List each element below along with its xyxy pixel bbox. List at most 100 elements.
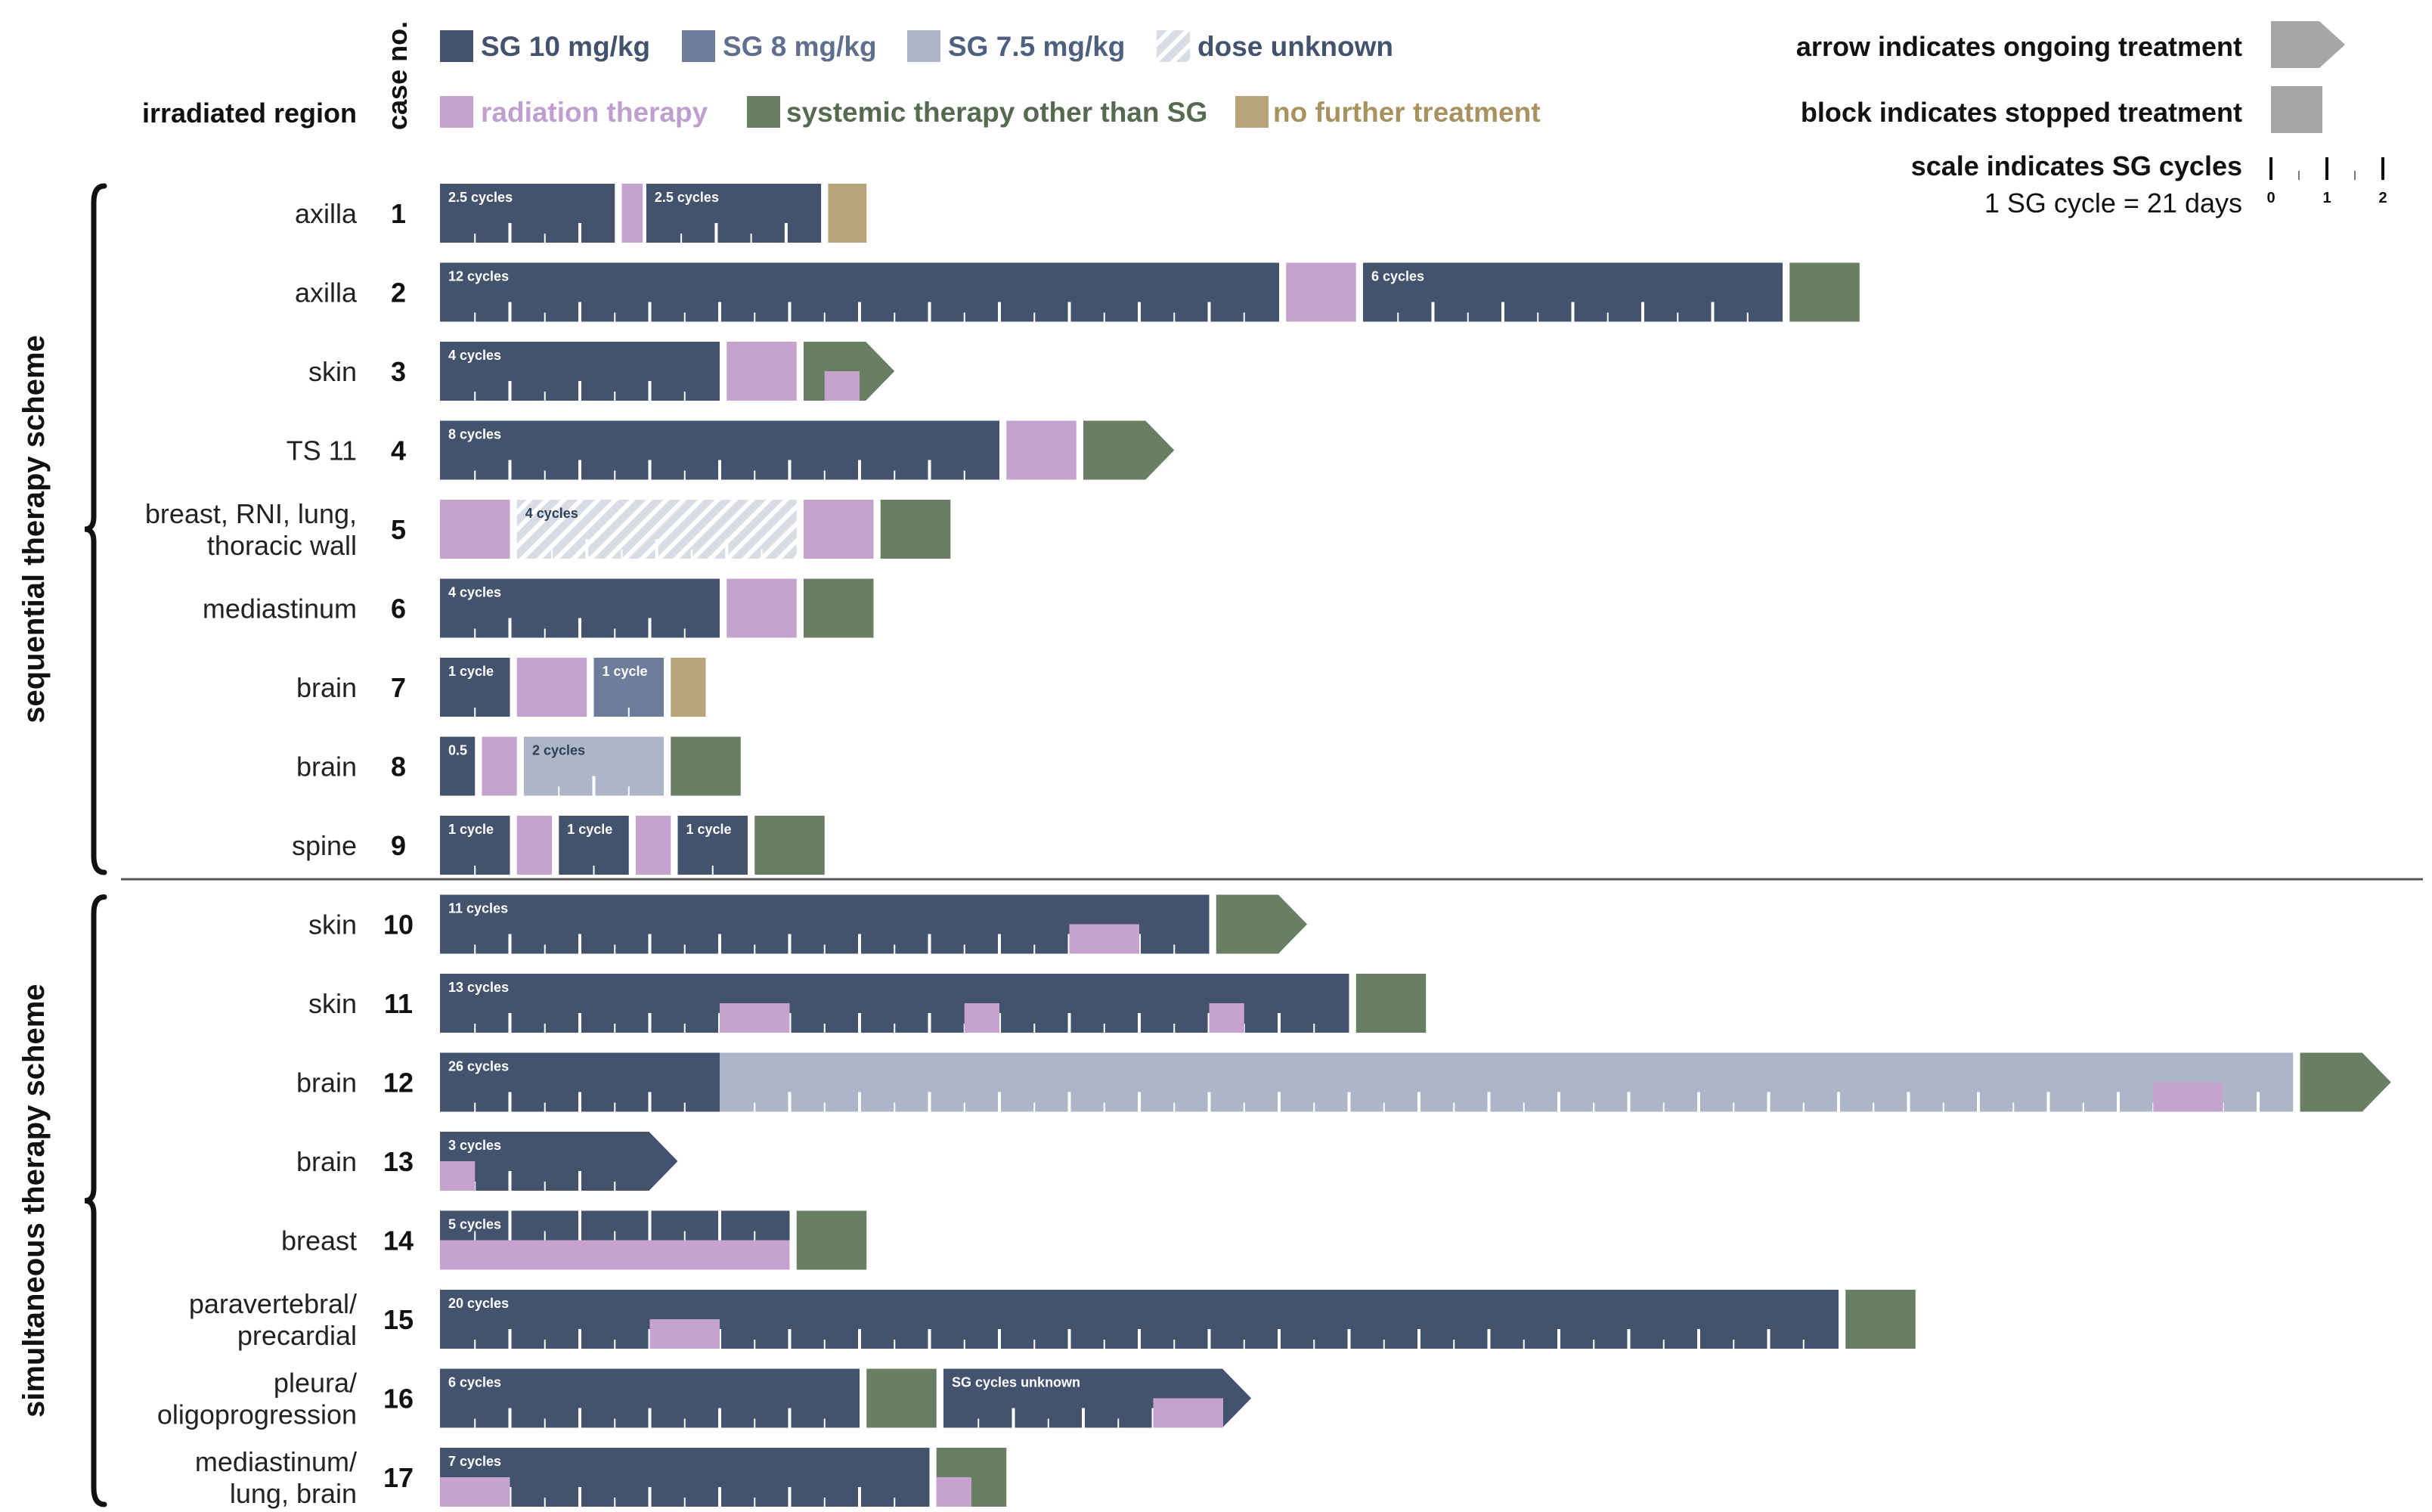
case-row-8: 8 brain 0.5 2 cycles bbox=[296, 736, 741, 796]
cycle-count-label: 26 cycles bbox=[448, 1059, 509, 1074]
cycle-count-label: 2.5 cycles bbox=[655, 190, 719, 205]
region-label: brain bbox=[296, 1146, 357, 1177]
cycle-key-text: 1 SG cycle = 21 days bbox=[1984, 187, 2242, 218]
region-label: brain bbox=[296, 672, 357, 703]
case-row-4: 4 TS 11 8 cycles bbox=[287, 420, 1175, 480]
legend-sys-swatch bbox=[747, 96, 780, 128]
segment-sys bbox=[1845, 1290, 1916, 1349]
block-key-icon bbox=[2271, 86, 2322, 133]
cycle-count-label: 6 cycles bbox=[1371, 269, 1424, 284]
region-label: mediastinum/ bbox=[195, 1446, 357, 1477]
segment-sys bbox=[1355, 974, 1427, 1033]
case-number: 6 bbox=[391, 593, 406, 624]
legend-sg75-label: SG 7.5 mg/kg bbox=[948, 31, 1125, 62]
segment-rt bbox=[440, 1240, 790, 1270]
scheme-label: sequential therapy scheme bbox=[17, 335, 51, 723]
segment-rt bbox=[824, 371, 860, 401]
case-row-5: 5 breast, RNI, lung,thoracic wall 4 cycles bbox=[145, 498, 951, 561]
legend-sg10-swatch bbox=[440, 30, 473, 62]
cycle-count-label: 6 cycles bbox=[448, 1375, 501, 1390]
segment-rt bbox=[2153, 1082, 2223, 1112]
case-row-15: 15 paravertebral/precardial 20 cycles bbox=[189, 1288, 1916, 1351]
case-row-12: 12 brain 26 cycles bbox=[296, 1052, 2391, 1112]
case-header: case no. bbox=[382, 21, 413, 130]
segment-rt bbox=[621, 184, 643, 243]
case-number: 3 bbox=[391, 356, 406, 387]
legend-sg8-label: SG 8 mg/kg bbox=[723, 31, 877, 62]
segment-sys bbox=[796, 1210, 867, 1270]
case-number: 9 bbox=[391, 830, 406, 861]
segment-rt bbox=[1006, 420, 1077, 480]
segment-rt bbox=[649, 1319, 720, 1349]
region-label: mediastinum bbox=[203, 593, 357, 624]
legend-rt-swatch bbox=[440, 96, 473, 128]
cycle-count-label: 12 cycles bbox=[448, 269, 509, 284]
cycle-count-label: 3 cycles bbox=[448, 1138, 501, 1153]
block-key-text: block indicates stopped treatment bbox=[1801, 97, 2242, 128]
cycle-count-label: 7 cycles bbox=[448, 1454, 501, 1469]
segment-rt bbox=[1069, 924, 1139, 954]
segment-rt bbox=[440, 500, 510, 559]
case-number: 11 bbox=[384, 988, 413, 1019]
legend-sg10-label: SG 10 mg/kg bbox=[481, 31, 650, 62]
case-row-16: 16 pleura/oligoprogression 6 cycles SG cycl… bbox=[157, 1368, 1251, 1430]
case-number: 4 bbox=[391, 435, 406, 466]
segment-rt bbox=[516, 816, 552, 875]
segment-rt bbox=[804, 500, 874, 559]
legend-unknown-label: dose unknown bbox=[1197, 31, 1393, 62]
cycle-count-label: 0.5 bbox=[448, 743, 467, 758]
case-number: 16 bbox=[383, 1383, 414, 1414]
region-label: thoracic wall bbox=[207, 530, 357, 561]
cycle-count-label: 1 cycle bbox=[686, 822, 732, 837]
cycle-count-label: 5 cycles bbox=[448, 1217, 501, 1232]
cycle-count-label: 4 cycles bbox=[448, 585, 501, 600]
legend-unknown-swatch bbox=[1157, 30, 1190, 62]
segment-sg10 bbox=[677, 816, 748, 875]
case-number: 1 bbox=[391, 198, 406, 229]
legend-none: no further treatment bbox=[1235, 96, 1541, 128]
segment-rt bbox=[636, 816, 671, 875]
scale-key-text: scale indicates SG cycles bbox=[1911, 150, 2242, 181]
case-number: 12 bbox=[383, 1067, 414, 1098]
segment-sys bbox=[804, 578, 874, 638]
legend-sg75-swatch bbox=[907, 30, 940, 62]
scheme-brace bbox=[84, 183, 107, 875]
region-label: skin bbox=[308, 909, 357, 940]
region-label: breast bbox=[281, 1225, 357, 1256]
segment-sys-arrow bbox=[1083, 420, 1175, 480]
segment-sg10 bbox=[646, 184, 822, 243]
segment-sys-arrow bbox=[1216, 894, 1307, 954]
segment-rt bbox=[964, 1003, 999, 1033]
case-row-11: 11 skin 13 cycles bbox=[308, 974, 1427, 1033]
segment-rt bbox=[482, 736, 517, 796]
legend-sys-label: systemic therapy other than SG bbox=[786, 97, 1207, 128]
region-label: pleura/ bbox=[274, 1368, 357, 1399]
segment-sg10 bbox=[440, 816, 510, 875]
segment-sg8 bbox=[593, 658, 664, 717]
region-label: brain bbox=[296, 1067, 357, 1098]
segment-rt bbox=[440, 1477, 510, 1507]
case-number: 7 bbox=[391, 672, 406, 703]
arrow-key-text: arrow indicates ongoing treatment bbox=[1796, 31, 2242, 62]
legend-none-swatch bbox=[1235, 96, 1269, 128]
segment-rt bbox=[1286, 262, 1356, 322]
schemes-layer: sequential therapy scheme simultaneous th… bbox=[17, 183, 107, 1507]
cycle-count-label: 1 cycle bbox=[448, 822, 494, 837]
case-number: 15 bbox=[383, 1304, 414, 1335]
case-row-2: 2 axilla 12 cycles 6 cycles bbox=[295, 262, 1860, 322]
cycle-count-label: 1 cycle bbox=[448, 664, 494, 679]
segment-sg10 bbox=[440, 184, 615, 243]
cycle-count-label: 13 cycles bbox=[448, 980, 509, 995]
legend-unknown: dose unknown bbox=[1157, 30, 1393, 62]
region-label: spine bbox=[292, 830, 357, 861]
segment-sys bbox=[671, 736, 741, 796]
segment-sys bbox=[1789, 262, 1860, 322]
case-row-3: 3 skin 4 cycles bbox=[308, 342, 895, 401]
scale-label-0: 0 bbox=[2266, 190, 2275, 206]
case-number: 5 bbox=[391, 514, 406, 545]
case-row-9: 9 spine 1 cycle 1 cycle 1 cycle bbox=[292, 816, 825, 875]
region-label: axilla bbox=[295, 277, 358, 308]
scale-key-icon: 0 1 2 bbox=[2266, 157, 2387, 206]
case-row-1: 1 axilla 2.5 cycles 2.5 cycles bbox=[295, 184, 867, 243]
